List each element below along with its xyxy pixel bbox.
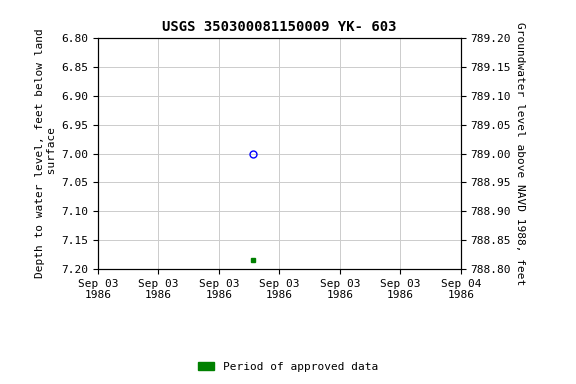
Legend: Period of approved data: Period of approved data xyxy=(193,358,383,377)
Title: USGS 350300081150009 YK- 603: USGS 350300081150009 YK- 603 xyxy=(162,20,397,35)
Y-axis label: Depth to water level, feet below land
 surface: Depth to water level, feet below land su… xyxy=(36,29,57,278)
Y-axis label: Groundwater level above NAVD 1988, feet: Groundwater level above NAVD 1988, feet xyxy=(515,22,525,285)
